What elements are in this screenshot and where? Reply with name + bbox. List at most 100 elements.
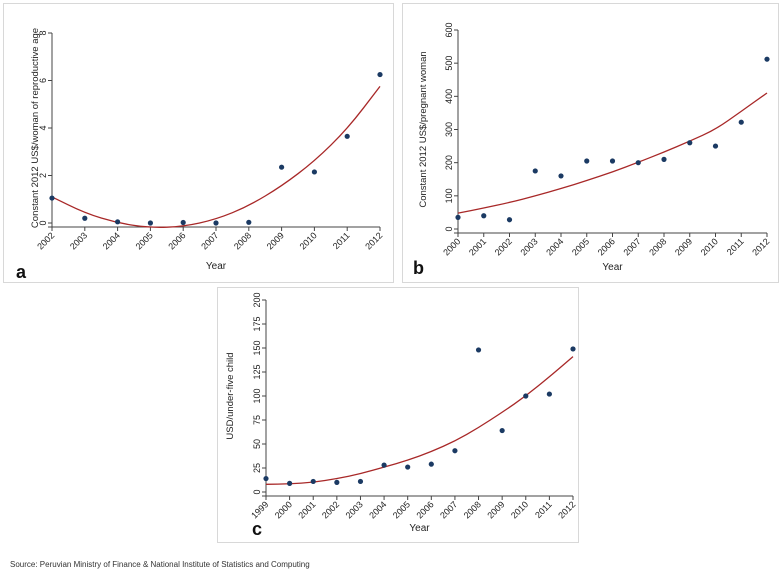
data-point-a (344, 133, 350, 139)
x-tick-label-c: 2002 (320, 499, 341, 520)
y-tick-label-b: 100 (444, 188, 454, 203)
x-tick-label-a: 2007 (199, 230, 220, 251)
data-point-a (49, 195, 55, 201)
data-point-a (279, 164, 285, 170)
data-point-c (405, 464, 411, 470)
chart-panel-b-frame (402, 3, 779, 283)
x-tick-label-b: 2011 (725, 236, 746, 257)
y-tick-label-a: 8 (38, 30, 48, 35)
x-tick-label-b: 2000 (441, 236, 462, 257)
data-point-c (428, 461, 434, 467)
data-point-c (357, 478, 364, 485)
data-point-c (381, 462, 387, 468)
y-tick-label-b: 0 (444, 226, 454, 231)
y-tick-label-b: 400 (444, 89, 454, 104)
data-point-a (246, 219, 252, 225)
data-point-c (499, 427, 505, 434)
x-tick-label-a: 2012 (363, 230, 384, 251)
x-tick-label-b: 2002 (493, 236, 514, 257)
x-tick-label-c: 2001 (296, 499, 317, 520)
y-axis-label-c: USD/under-five child (225, 352, 236, 439)
y-tick-label-a: 2 (38, 173, 48, 178)
data-point-b (712, 143, 719, 149)
data-point-c (310, 478, 316, 485)
x-tick-label-c: 2003 (344, 499, 365, 520)
data-point-a (311, 169, 317, 175)
x-tick-label-c: 2011 (533, 499, 554, 520)
x-tick-label-c: 2009 (485, 499, 506, 520)
data-point-a (147, 220, 153, 226)
data-point-a (377, 71, 383, 78)
y-tick-label-c: 75 (252, 415, 262, 425)
data-point-c (263, 475, 269, 482)
x-tick-label-b: 2003 (518, 236, 539, 257)
x-tick-label-a: 2010 (298, 230, 319, 251)
y-tick-label-c: 150 (252, 340, 262, 355)
x-axis-label-b: Year (602, 262, 623, 273)
x-tick-label-c: 2004 (367, 499, 388, 520)
y-tick-label-b: 600 (444, 22, 454, 37)
x-tick-label-a: 2011 (331, 230, 352, 251)
x-tick-label-a: 2002 (35, 230, 56, 251)
x-tick-label-b: 2010 (699, 236, 720, 257)
data-point-b (661, 156, 667, 162)
x-tick-label-c: 2008 (462, 499, 483, 520)
data-point-a (115, 219, 121, 225)
x-tick-label-b: 2001 (467, 236, 488, 257)
y-tick-label-c: 25 (252, 463, 262, 473)
x-tick-label-c: 2007 (438, 499, 459, 520)
x-tick-label-b: 2006 (596, 236, 617, 257)
data-point-b (738, 119, 744, 125)
y-tick-label-b: 200 (444, 155, 454, 170)
source-note: Source: Peruvian Ministry of Finance & N… (10, 560, 310, 569)
data-point-b (506, 217, 513, 223)
data-point-c (287, 480, 293, 486)
chart-panel-c-frame (217, 287, 579, 543)
y-tick-label-b: 500 (444, 56, 454, 71)
data-point-b (558, 173, 564, 179)
data-point-c (546, 391, 552, 397)
x-tick-label-b: 2009 (673, 236, 694, 257)
data-point-b (635, 160, 641, 166)
x-tick-label-b: 2005 (570, 236, 591, 257)
x-tick-label-a: 2004 (101, 230, 122, 251)
fit-curve-a (51, 86, 381, 228)
x-tick-label-b: 2007 (621, 236, 642, 257)
panel-letter-c: c (252, 519, 263, 539)
y-tick-label-a: 0 (38, 220, 48, 225)
data-point-c (475, 347, 482, 353)
panel-letter-a: a (16, 262, 27, 282)
x-axis-label-a: Year (206, 261, 227, 272)
data-point-b (584, 158, 590, 164)
x-tick-label-c: 2000 (273, 499, 294, 520)
y-axis-label-b: Constant 2012 US$/pregnant woman (418, 51, 429, 207)
x-tick-label-b: 2008 (647, 236, 668, 257)
data-point-c (334, 479, 340, 485)
data-point-b (687, 140, 693, 146)
x-tick-label-b: 2004 (544, 236, 565, 257)
x-tick-label-b: 2012 (750, 236, 771, 257)
fit-curve-b (457, 92, 768, 214)
x-tick-label-c: 2012 (556, 499, 577, 520)
x-tick-label-a: 2009 (265, 230, 286, 251)
fit-curve-c (265, 356, 574, 485)
x-tick-label-c: 2005 (391, 499, 412, 520)
data-point-a (213, 220, 219, 226)
x-tick-label-a: 2006 (166, 230, 187, 251)
data-point-c (452, 448, 458, 454)
data-point-b (455, 214, 461, 220)
data-point-b (609, 158, 616, 164)
y-tick-label-c: 175 (252, 316, 262, 331)
y-tick-label-a: 4 (38, 125, 48, 130)
data-point-b (532, 168, 538, 174)
data-point-b (764, 56, 770, 62)
data-point-c (570, 346, 576, 352)
x-tick-label-a: 2008 (232, 230, 253, 251)
y-tick-label-a: 6 (38, 78, 48, 83)
y-tick-label-c: 0 (252, 489, 262, 494)
y-tick-label-c: 50 (252, 439, 262, 449)
x-tick-label-a: 2003 (68, 230, 89, 251)
data-point-a (180, 219, 186, 226)
y-axis-label-a: Constant 2012 US$/woman of reproductive … (30, 28, 41, 228)
data-point-b (481, 213, 487, 219)
